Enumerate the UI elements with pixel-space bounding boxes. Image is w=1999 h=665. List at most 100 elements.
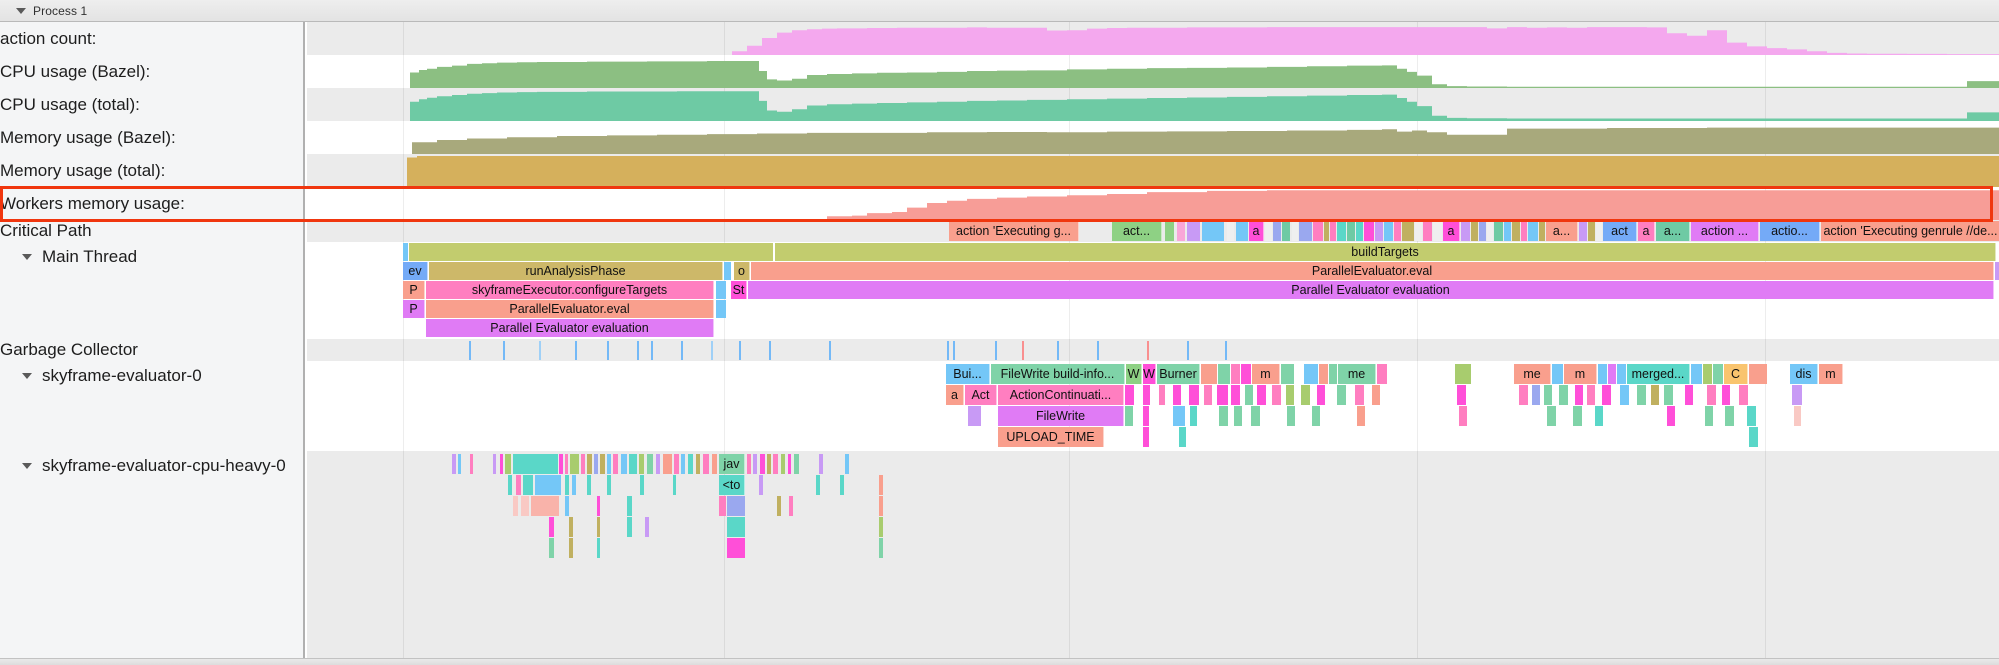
- trace-slice-unlabeled[interactable]: [696, 454, 700, 474]
- trace-slice-unlabeled[interactable]: [1204, 385, 1212, 405]
- trace-slice-unlabeled[interactable]: [1602, 385, 1611, 405]
- trace-slice-unlabeled[interactable]: [819, 454, 823, 474]
- trace-slice[interactable]: ev: [403, 262, 428, 280]
- gc-instant-tick[interactable]: [829, 341, 831, 360]
- trace-slice-unlabeled[interactable]: [1519, 385, 1528, 405]
- trace-slice[interactable]: actio...: [1760, 221, 1820, 241]
- trace-slice-unlabeled[interactable]: [1317, 385, 1325, 405]
- trace-slice-unlabeled[interactable]: [727, 538, 745, 558]
- trace-slice[interactable]: action ...: [1691, 221, 1759, 241]
- trace-slice-unlabeled[interactable]: [1705, 406, 1713, 426]
- track-action-count[interactable]: [307, 22, 1999, 55]
- trace-slice-unlabeled[interactable]: [621, 454, 627, 474]
- trace-slice[interactable]: ParallelEvaluator.eval: [751, 262, 1994, 280]
- trace-slice-unlabeled[interactable]: [1292, 221, 1298, 241]
- trace-slice-unlabeled[interactable]: [559, 454, 563, 474]
- trace-slice-unlabeled[interactable]: [1201, 364, 1217, 384]
- gc-instant-tick[interactable]: [995, 341, 997, 360]
- trace-slice-unlabeled[interactable]: [1608, 364, 1616, 384]
- trace-slice-unlabeled[interactable]: [1461, 221, 1470, 241]
- trace-slice-unlabeled[interactable]: [773, 454, 778, 474]
- trace-slice-unlabeled[interactable]: [1459, 406, 1467, 426]
- trace-slice[interactable]: C: [1724, 364, 1748, 384]
- trace-slice-unlabeled[interactable]: [1532, 385, 1540, 405]
- trace-slice-unlabeled[interactable]: [1165, 221, 1174, 241]
- gc-instant-tick[interactable]: [711, 341, 713, 360]
- gc-instant-tick[interactable]: [681, 341, 683, 360]
- trace-slice-unlabeled[interactable]: [1995, 262, 1999, 280]
- trace-slice-unlabeled[interactable]: [1143, 385, 1150, 405]
- gc-instant-tick[interactable]: [1147, 341, 1149, 360]
- trace-slice-unlabeled[interactable]: [1218, 364, 1230, 384]
- trace-slice-unlabeled[interactable]: [549, 517, 554, 537]
- trace-slice-unlabeled[interactable]: [1685, 385, 1693, 405]
- trace-slice-unlabeled[interactable]: [1394, 221, 1401, 241]
- gc-instant-tick[interactable]: [739, 341, 741, 360]
- trace-slice-unlabeled[interactable]: [816, 475, 820, 495]
- trace-slice-unlabeled[interactable]: [1319, 364, 1328, 384]
- track-label-main-thread[interactable]: Main Thread: [0, 242, 305, 272]
- trace-slice-unlabeled[interactable]: [688, 454, 693, 474]
- trace-slice[interactable]: me: [1514, 364, 1551, 384]
- gc-instant-tick[interactable]: [539, 341, 541, 360]
- trace-slice-unlabeled[interactable]: [1187, 221, 1200, 241]
- trace-slice[interactable]: me: [1338, 364, 1376, 384]
- trace-slice-unlabeled[interactable]: [647, 454, 653, 474]
- track-label-skyframe-evaluator-0[interactable]: skyframe-evaluator-0: [0, 361, 305, 391]
- trace-slice-unlabeled[interactable]: [493, 454, 496, 474]
- trace-slice-unlabeled[interactable]: [1739, 385, 1748, 405]
- trace-slice-unlabeled[interactable]: [760, 454, 765, 474]
- trace-slice-unlabeled[interactable]: [1364, 221, 1374, 241]
- trace-slice-unlabeled[interactable]: [794, 454, 799, 474]
- trace-slice[interactable]: W: [1143, 364, 1156, 384]
- trace-slice-unlabeled[interactable]: [879, 475, 883, 495]
- track-main-thread[interactable]: buildTargets ev runAnalysisPhase o ParallelE…: [307, 242, 1999, 339]
- trace-slice-unlabeled[interactable]: [513, 454, 558, 474]
- trace-slice-unlabeled[interactable]: [712, 454, 717, 474]
- trace-slice-unlabeled[interactable]: [1173, 406, 1185, 426]
- trace-slice-unlabeled[interactable]: [759, 475, 763, 495]
- trace-slice[interactable]: W: [1126, 364, 1142, 384]
- trace-slice[interactable]: dis: [1790, 364, 1818, 384]
- track-memory-usage-total[interactable]: [307, 154, 1999, 187]
- trace-slice-unlabeled[interactable]: [1236, 221, 1248, 241]
- gc-instant-tick[interactable]: [607, 341, 609, 360]
- trace-slice-unlabeled[interactable]: [645, 517, 649, 537]
- trace-slice-unlabeled[interactable]: [656, 454, 660, 474]
- gc-instant-tick[interactable]: [1097, 341, 1099, 360]
- gc-instant-tick[interactable]: [637, 341, 639, 360]
- trace-slice-unlabeled[interactable]: [535, 475, 561, 495]
- trace-slice-unlabeled[interactable]: [1703, 364, 1712, 384]
- trace-slice-unlabeled[interactable]: [1357, 406, 1365, 426]
- trace-slice-unlabeled[interactable]: [1347, 221, 1355, 241]
- trace-slice-unlabeled[interactable]: [1725, 406, 1734, 426]
- trace-slice[interactable]: Parallel Evaluator evaluation: [426, 319, 714, 337]
- process-header[interactable]: Process 1: [0, 0, 1999, 22]
- trace-slice-unlabeled[interactable]: [1125, 406, 1133, 426]
- trace-slice[interactable]: o: [734, 262, 750, 280]
- trace-slice[interactable]: a: [1249, 221, 1264, 241]
- gc-instant-tick[interactable]: [769, 341, 771, 360]
- trace-slice[interactable]: runAnalysisPhase: [429, 262, 723, 280]
- trace-slice-unlabeled[interactable]: [1143, 406, 1149, 426]
- trace-slice[interactable]: Parallel Evaluator evaluation: [748, 281, 1994, 299]
- trace-slice-unlabeled[interactable]: [565, 454, 568, 474]
- trace-slice-unlabeled[interactable]: [1617, 364, 1626, 384]
- trace-slice-unlabeled[interactable]: [1722, 385, 1730, 405]
- trace-slice-unlabeled[interactable]: [1691, 364, 1702, 384]
- trace-slice-unlabeled[interactable]: [1217, 385, 1228, 405]
- trace-slice-unlabeled[interactable]: [1241, 364, 1251, 384]
- trace-slice-unlabeled[interactable]: [1667, 406, 1675, 426]
- trace-slice-unlabeled[interactable]: [1707, 385, 1716, 405]
- track-critical-path[interactable]: action 'Executing g... act... a a a... act a a.…: [307, 220, 1999, 242]
- gc-instant-tick[interactable]: [1187, 341, 1189, 360]
- trace-slice[interactable]: act: [1603, 221, 1637, 241]
- track-label-memory-usage-bazel[interactable]: Memory usage (Bazel):: [0, 121, 305, 154]
- gc-instant-tick[interactable]: [1225, 341, 1227, 360]
- trace-slice-unlabeled[interactable]: [1257, 385, 1266, 405]
- trace-slice-unlabeled[interactable]: [716, 300, 726, 318]
- trace-slice-unlabeled[interactable]: [516, 475, 521, 495]
- trace-slice-unlabeled[interactable]: [521, 496, 529, 516]
- trace-slice-unlabeled[interactable]: [788, 454, 791, 474]
- trace-slice-unlabeled[interactable]: [1337, 385, 1346, 405]
